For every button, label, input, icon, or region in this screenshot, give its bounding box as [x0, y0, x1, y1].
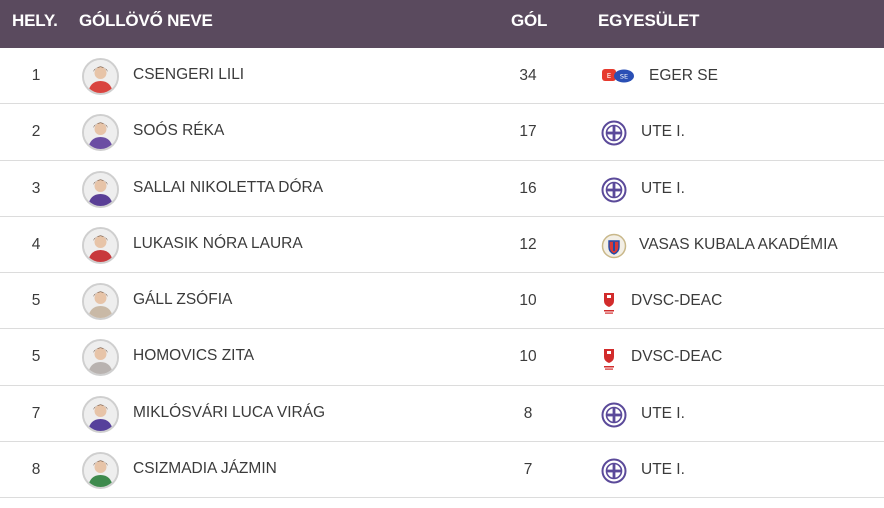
svg-text:SE: SE: [620, 73, 628, 81]
player-avatar: [82, 226, 119, 264]
player-avatar: [82, 395, 119, 433]
ute-crest-icon: [601, 458, 627, 484]
player-avatar: [82, 58, 119, 95]
header-club: EGYESÜLET: [598, 11, 700, 30]
rank-value: 1: [31, 67, 41, 84]
ute-crest-icon: [601, 402, 627, 428]
ute-crest-icon: [601, 177, 627, 203]
rank-value: 4: [31, 235, 41, 253]
table-row[interactable]: 8 CSIZMADIA JÁZMIN 7 UTE I.: [0, 442, 884, 499]
player-avatar: [82, 339, 119, 377]
goal-count: 12: [519, 235, 537, 253]
club-name[interactable]: DVSC-DEAC: [631, 348, 723, 366]
vasas-crest-icon: [601, 233, 627, 259]
svg-text:E: E: [607, 72, 611, 80]
rank-value: 8: [31, 461, 41, 479]
ute-crest-icon: [601, 120, 627, 146]
eger-se-logo-icon: E SE: [601, 66, 634, 86]
table-row[interactable]: 3 SALLAI NIKOLETTA DÓRA 16 UTE I.: [0, 161, 884, 217]
player-name[interactable]: SALLAI NIKOLETTA DÓRA: [133, 178, 324, 196]
goal-count: 34: [519, 67, 537, 84]
player-avatar: [82, 452, 119, 490]
player-avatar: [82, 283, 119, 321]
dvsc-deac-logo-icon: [601, 289, 617, 315]
player-avatar: [82, 170, 119, 208]
club-name[interactable]: UTE I.: [641, 404, 685, 422]
goal-count: 16: [519, 179, 537, 197]
table-row[interactable]: 5 HOMOVICS ZITA 10 DVSC-DEAC: [0, 329, 884, 386]
goal-count: 7: [523, 461, 533, 479]
goal-count: 8: [523, 404, 533, 422]
player-name[interactable]: SOÓS RÉKA: [133, 122, 225, 140]
player-avatar: [82, 114, 119, 152]
table-row[interactable]: 4 LUKASIK NÓRA LAURA 12 VASAS KUBALA AKADÉM…: [0, 217, 884, 274]
player-name[interactable]: MIKLÓSVÁRI LUCA VIRÁG: [133, 403, 326, 421]
club-name[interactable]: UTE I.: [641, 179, 685, 197]
player-name[interactable]: CSIZMADIA JÁZMIN: [133, 460, 277, 478]
club-name[interactable]: EGER SE: [649, 67, 718, 84]
header-rank: HELY.: [12, 11, 58, 30]
player-name[interactable]: LUKASIK NÓRA LAURA: [133, 234, 303, 252]
player-name[interactable]: GÁLL ZSÓFIA: [133, 291, 233, 309]
goal-count: 10: [519, 292, 537, 310]
player-name[interactable]: HOMOVICS ZITA: [133, 347, 255, 365]
table-row[interactable]: 1 CSENGERI LILI 34 E SE EGER SE: [0, 48, 884, 105]
goal-count: 17: [519, 123, 537, 141]
header-name: GÓLLÖVŐ NEVE: [79, 11, 213, 30]
dvsc-deac-logo-icon: [601, 345, 617, 371]
table-body: 1 CSENGERI LILI 34 E SE EGER SE 2 SOÓS RÉKA 17 UT…: [0, 48, 884, 499]
goal-count: 10: [519, 348, 537, 366]
rank-value: 7: [31, 404, 41, 422]
table-row[interactable]: 5 GÁLL ZSÓFIA 10 DVSC-DEAC: [0, 273, 884, 330]
club-name[interactable]: UTE I.: [641, 123, 685, 141]
rank-value: 5: [31, 348, 41, 366]
rank-value: 2: [31, 123, 41, 141]
club-name[interactable]: VASAS KUBALA AKADÉMIA: [639, 235, 838, 253]
table-row[interactable]: 2 SOÓS RÉKA 17 UTE I.: [0, 104, 884, 161]
player-name[interactable]: CSENGERI LILI: [133, 66, 245, 83]
table-row[interactable]: 7 MIKLÓSVÁRI LUCA VIRÁG 8 UTE I.: [0, 386, 884, 443]
club-name[interactable]: DVSC-DEAC: [631, 292, 723, 310]
header-goals: GÓL: [511, 11, 548, 30]
rank-value: 5: [31, 292, 41, 310]
rank-value: 3: [31, 179, 41, 197]
table-header: HELY. GÓLLÖVŐ NEVE GÓL EGYESÜLET: [0, 0, 884, 48]
club-name[interactable]: UTE I.: [641, 461, 685, 479]
